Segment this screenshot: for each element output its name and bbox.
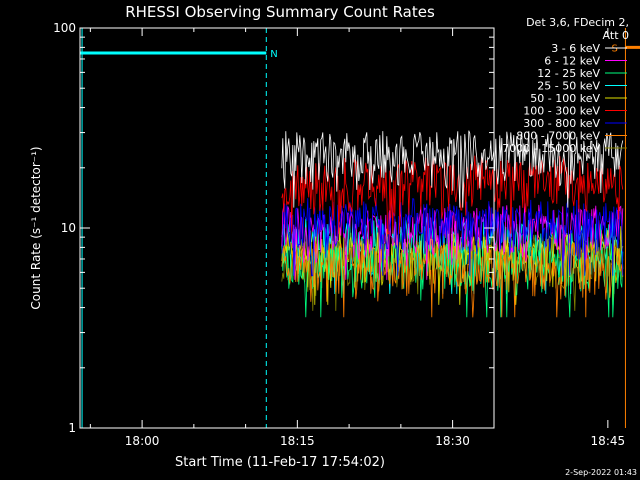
series-trace-1 xyxy=(281,130,624,208)
legend-entry-3: 12 - 25 keV xyxy=(537,67,600,80)
flag-bars: NS xyxy=(80,43,640,60)
legend-entry-4: 25 - 50 keV xyxy=(537,80,600,93)
footer-date: 2-Sep-2022 01:43 xyxy=(565,468,637,477)
flag-label-N: N xyxy=(270,49,277,60)
series-trace-3 xyxy=(281,239,624,318)
legend-entry-8: 800 - 7000 keV xyxy=(516,130,600,143)
legend-entry-6: 100 - 300 keV xyxy=(523,105,600,118)
legend-entry-7: 300 - 800 keV xyxy=(523,117,600,130)
legend-header-line-2: Att 0 xyxy=(603,29,629,42)
y-tick-label-2: 10 xyxy=(61,221,76,235)
series-trace-6 xyxy=(281,155,624,235)
series-trace-8 xyxy=(281,239,624,318)
legend-entry-2: 6 - 12 keV xyxy=(544,55,600,68)
y-tick-label-1: 1 xyxy=(68,421,76,435)
x-axis-label: Start Time (11-Feb-17 17:54:02) xyxy=(175,455,385,470)
legend-entry-5: 50 - 100 keV xyxy=(530,92,600,105)
x-tick-label-4: 18:45 xyxy=(591,434,626,448)
y-tick-label-3: 100 xyxy=(53,21,76,35)
traces xyxy=(281,130,624,318)
x-tick-label-2: 18:15 xyxy=(280,434,315,448)
legend-entry-1: 3 - 6 keV xyxy=(551,42,600,55)
flag-label-S: S xyxy=(611,43,617,54)
legend-header-line-1: Det 3,6, FDecim 2, xyxy=(526,16,629,29)
y-axis-label: Count Rate (s⁻¹ detector⁻¹) xyxy=(29,146,43,309)
chart-title: RHESSI Observing Summary Count Rates xyxy=(125,3,435,21)
legend-entry-9: 7000 - 15000 keV xyxy=(502,142,600,155)
x-tick-label-3: 18:30 xyxy=(435,434,470,448)
x-tick-label-1: 18:00 xyxy=(125,434,160,448)
y-ticks: 1 10 100 xyxy=(53,21,494,435)
